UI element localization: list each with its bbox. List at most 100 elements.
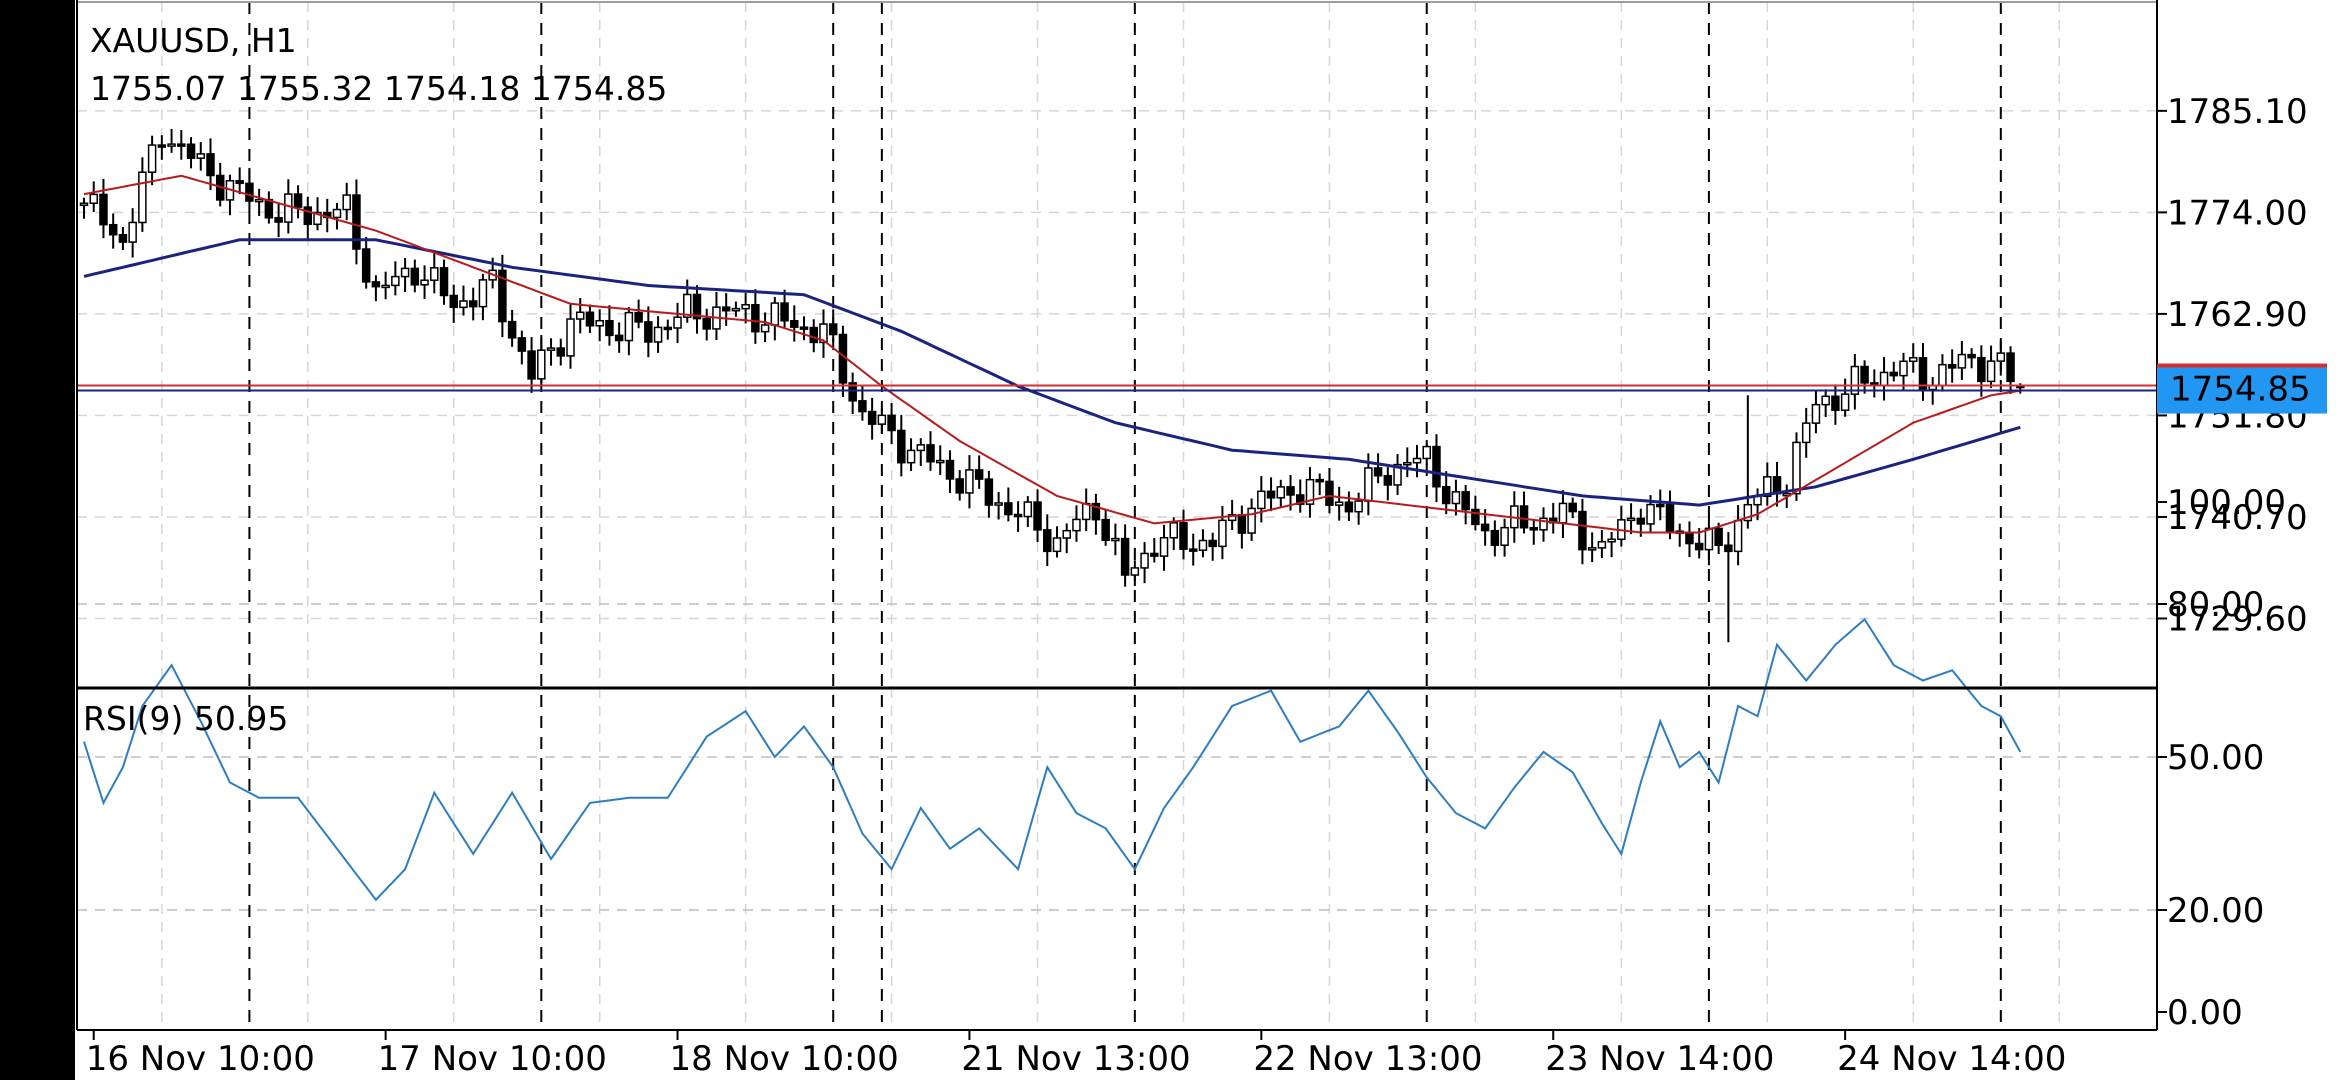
candle-body [1986,360,1996,383]
candle-body [1879,371,1889,387]
candle-body [332,208,342,219]
candle-body [965,469,974,494]
candle-body [585,311,595,327]
candle-body [498,269,507,323]
candle-body [1519,505,1529,529]
bullish-candle [1393,454,1402,495]
bullish-candle [1626,503,1636,535]
bearish-candle [1870,369,1879,398]
bullish-candle [906,438,916,472]
candle-body [1441,485,1451,505]
candle-body [1422,445,1431,460]
candle-body [1325,480,1334,506]
candle-body [1743,503,1753,522]
candle-body [1811,403,1821,424]
candle-body [1266,490,1276,499]
bullish-candle [1558,490,1568,539]
candle-body [877,414,887,425]
bullish-candle [1996,341,2006,376]
candle-body [1033,501,1042,531]
bearish-candle [157,135,167,160]
candle-body [1296,494,1305,505]
candle-body [1004,502,1013,516]
candle-body [1568,502,1577,513]
candle-body [1247,507,1256,534]
bullish-candle [332,202,342,230]
candle-body [1821,395,1830,406]
candle-body [1977,356,1986,383]
candle-body [546,347,556,351]
rsi-axis-tick-label: 80.00 [2167,585,2264,625]
bullish-candle [138,157,147,232]
candle-body [507,320,517,339]
candle-body [1938,363,1947,387]
candle-body [1471,508,1480,526]
candle-body [177,143,186,147]
bearish-candle [945,450,955,494]
bullish-candle [1422,440,1431,466]
time-axis-labels: 16 Nov 10:00 17 Nov 10:00 18 Nov 10:00 21 N… [86,1030,2066,1079]
candle-body [1052,537,1062,553]
candle-body [1500,526,1509,546]
candle-body [1724,544,1733,553]
candle-body [1081,502,1091,521]
bearish-candle [1714,522,1723,554]
candle-body [1636,517,1646,525]
current-price-badge [2157,365,2327,414]
candle-body [1646,503,1655,525]
candle-body [663,326,673,331]
bearish-candle [1013,501,1023,532]
candle-body [430,267,439,281]
bullish-candle [566,304,575,369]
candle-body [624,311,634,342]
bearish-candle [721,293,731,326]
bearish-candle [1315,473,1324,496]
price-axis-tick-label: 1762.90 [2167,295,2308,335]
bearish-candle [1208,532,1217,561]
rsi-axis-tick-label: 0.00 [2167,993,2243,1033]
candle-body [858,400,867,413]
candle-body [89,193,98,204]
bearish-candle [1947,349,1957,383]
candle-body [1393,463,1402,486]
moving-average-slow-line [83,238,2021,507]
bearish-candle [1101,510,1110,546]
candle-body [1714,527,1723,547]
bullish-candle [1597,530,1607,559]
candle-body [254,198,264,203]
bullish-candle [770,296,780,341]
bearish-candle [439,259,449,305]
candle-body [1665,503,1675,532]
bearish-candle [955,470,964,501]
candle-body [79,202,89,206]
candle-body [634,311,643,323]
bullish-candle [1130,560,1140,586]
current-price-badge-accent [2157,363,2327,368]
bullish-candle [1081,488,1091,532]
bullish-candle [1451,479,1461,516]
bearish-candle [274,203,283,238]
bullish-candle [1354,492,1363,525]
bearish-candle [1665,490,1675,540]
candle-body [284,193,293,223]
bullish-candle [79,197,89,219]
bullish-candle [712,291,721,341]
bearish-candle [1383,467,1393,501]
bearish-candle [206,138,215,191]
candle-body [790,320,799,328]
candle-body [196,153,206,159]
bullish-candle [683,279,692,323]
candle-body [352,194,361,250]
candle-body [1140,552,1149,569]
candle-body [1889,371,1899,377]
bearish-candle [1296,479,1305,513]
candle-body [1587,547,1597,551]
candle-body [731,307,741,312]
candle-body [1091,502,1101,521]
bullish-candle [1072,505,1081,542]
candle-body [1840,393,1850,411]
candle-body [974,469,984,480]
candle-body [147,144,157,173]
bullish-candle [478,273,488,321]
